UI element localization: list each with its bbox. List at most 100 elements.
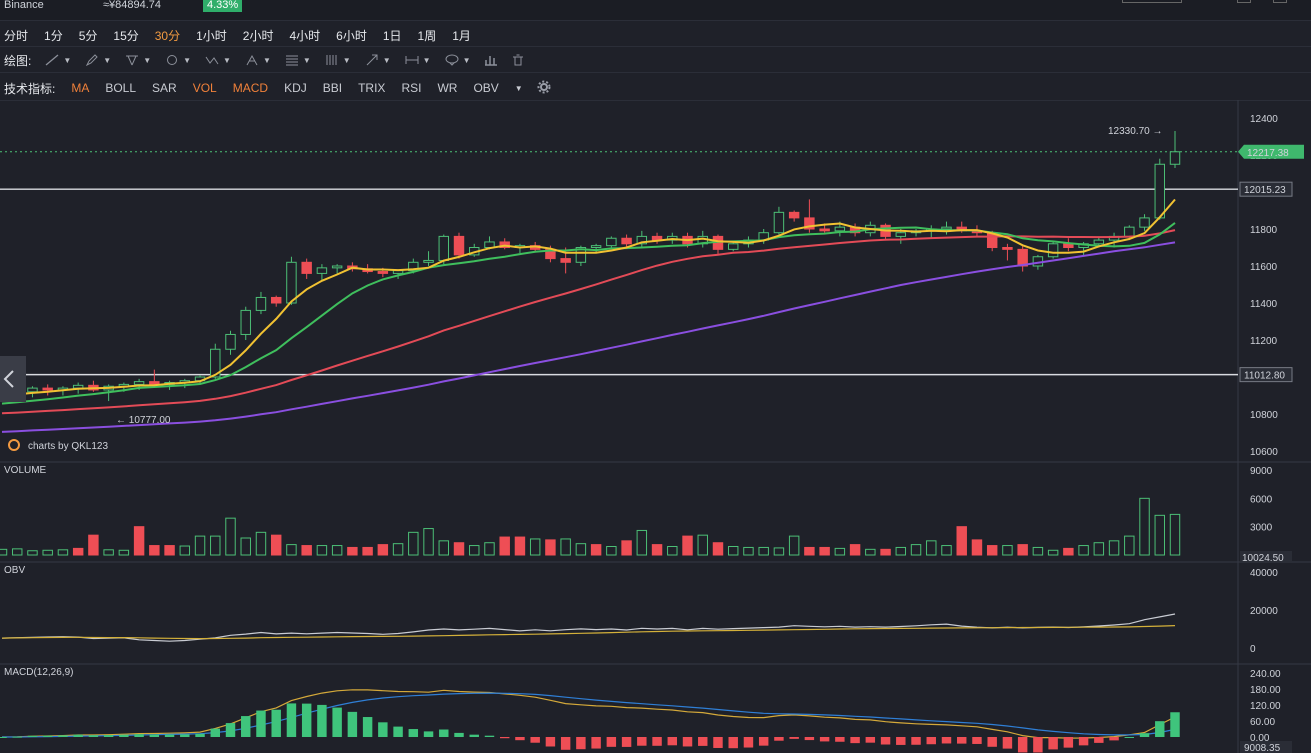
volume-bar: [575, 543, 587, 556]
shape-tool-icon[interactable]: ▼: [165, 54, 191, 66]
macd-axis-tick: 240.00: [1250, 669, 1281, 680]
macd-axis-tick: 180.00: [1250, 685, 1281, 696]
watermark-logo-icon: [8, 439, 20, 451]
window-button[interactable]: [1122, 0, 1182, 3]
indicator-bbi[interactable]: BBI: [322, 81, 343, 95]
indicator-boll[interactable]: BOLL: [105, 81, 137, 95]
macd-histogram-bar: [378, 722, 388, 737]
pattern-tool-icon[interactable]: ▼: [205, 54, 231, 66]
ma-mid-line: [1, 222, 1176, 405]
macd-histogram-bar: [271, 709, 281, 737]
indicator-dropdown[interactable]: OBV: [473, 81, 499, 95]
trash-icon[interactable]: [512, 54, 524, 66]
macd-histogram-bar: [1155, 721, 1165, 737]
candle: [1139, 217, 1150, 228]
volume-bar: [560, 538, 571, 556]
macd-histogram-bar: [195, 733, 205, 737]
volume-bar: [438, 540, 450, 556]
volume-bar: [651, 544, 663, 556]
macd-histogram-bar: [743, 737, 754, 748]
fibonacci-tool-icon[interactable]: ▼: [285, 54, 311, 66]
indicator-macd[interactable]: MACD: [232, 81, 269, 95]
volume-bar: [72, 547, 84, 556]
macd-histogram-bar: [1017, 737, 1028, 753]
volume-bar: [1002, 545, 1013, 556]
macd-dif-line: [1, 689, 1176, 739]
volume-last-value: 10024.50: [1242, 553, 1284, 564]
candle: [225, 333, 236, 350]
timeframe-2[interactable]: 5分: [78, 28, 98, 43]
macd-histogram-bar: [667, 737, 678, 746]
annotation-tool-icon[interactable]: ▼: [445, 54, 470, 66]
hline-label: 11012.80: [1244, 371, 1285, 382]
volume-bar: [621, 540, 632, 556]
candle: [331, 265, 343, 269]
macd-histogram-bar: [637, 737, 647, 746]
candle: [1154, 163, 1165, 219]
timeframe-1[interactable]: 1分: [44, 28, 63, 43]
pitchfork-tool-icon[interactable]: ▼: [245, 54, 271, 66]
indicator-ma[interactable]: MA: [71, 81, 90, 95]
macd-histogram-bar: [972, 737, 982, 744]
gann-tool-icon[interactable]: ▼: [325, 54, 351, 66]
macd-histogram-bar: [423, 731, 434, 737]
timeframe-7[interactable]: 4小时: [289, 28, 321, 43]
candle: [423, 259, 434, 263]
candle: [895, 232, 907, 237]
chevron-down-icon[interactable]: ▼: [514, 83, 523, 93]
macd-axis-tick: 0.00: [1250, 733, 1270, 744]
volume-bar: [88, 534, 99, 556]
close-icon[interactable]: [1273, 0, 1287, 3]
indicator-sar[interactable]: SAR: [152, 81, 177, 95]
timeframe-4[interactable]: 30分: [154, 28, 181, 43]
channel-tool-icon[interactable]: ▼: [125, 54, 151, 66]
candle: [1169, 151, 1181, 165]
macd-dea-line: [2, 692, 1176, 738]
volume-bar: [164, 545, 175, 556]
timeframe-8[interactable]: 6小时: [336, 28, 367, 43]
indicator-trix[interactable]: TRIX: [358, 81, 386, 95]
macd-histogram-bar: [149, 734, 160, 737]
candle: [210, 348, 221, 378]
bar-chart-icon[interactable]: [484, 54, 498, 66]
obv-pane-title: OBV: [4, 565, 25, 576]
line-tool-icon[interactable]: ▼: [45, 54, 71, 66]
candle: [804, 217, 815, 230]
indicator-kdj[interactable]: KDJ: [284, 81, 307, 95]
candle: [408, 261, 419, 272]
indicator-wr[interactable]: WR: [437, 81, 458, 95]
volume-bar: [118, 549, 130, 556]
candle: [1047, 243, 1059, 258]
converted-price: ≈¥84894.74: [103, 0, 162, 11]
indicator-rsi[interactable]: RSI: [401, 81, 422, 95]
timeframe-11[interactable]: 1月: [452, 28, 471, 43]
volume-bar: [1108, 540, 1120, 556]
chart-canvas[interactable]: 1240012200118001160011400112001080010600…: [0, 100, 1311, 753]
volume-bar: [0, 548, 8, 556]
pen-tool-icon[interactable]: ▼: [85, 54, 111, 66]
arrow-tool-icon[interactable]: ▼: [365, 54, 391, 66]
candle: [590, 245, 602, 248]
volume-bar: [712, 542, 724, 556]
timeframe-bar: 分时 1分 5分 15分 30分 1小时 2小时 4小时 6小时 1日 1周 1月: [0, 24, 1311, 47]
timeframe-3[interactable]: 15分: [113, 28, 139, 43]
macd-histogram-bar: [728, 737, 738, 749]
window-button[interactable]: [1237, 0, 1251, 3]
candle: [788, 211, 800, 219]
measure-tool-icon[interactable]: ▼: [405, 54, 431, 66]
volume-bar: [743, 546, 754, 556]
price-axis-tick: 10600: [1250, 447, 1278, 458]
macd-histogram-bar: [286, 703, 297, 737]
timeframe-0[interactable]: 分时: [4, 28, 29, 43]
timeframe-5[interactable]: 1小时: [196, 28, 227, 43]
timeframe-6[interactable]: 2小时: [242, 28, 274, 43]
timeframe-9[interactable]: 1日: [382, 28, 402, 43]
indicator-vol[interactable]: VOL: [192, 81, 217, 95]
macd-histogram-bar: [119, 734, 129, 737]
macd-histogram-bar: [926, 737, 936, 745]
gear-icon[interactable]: [537, 80, 551, 97]
candle: [834, 226, 846, 232]
macd-histogram-bar: [88, 735, 99, 737]
timeframe-10[interactable]: 1周: [417, 28, 437, 43]
volume-bar: [758, 546, 769, 556]
